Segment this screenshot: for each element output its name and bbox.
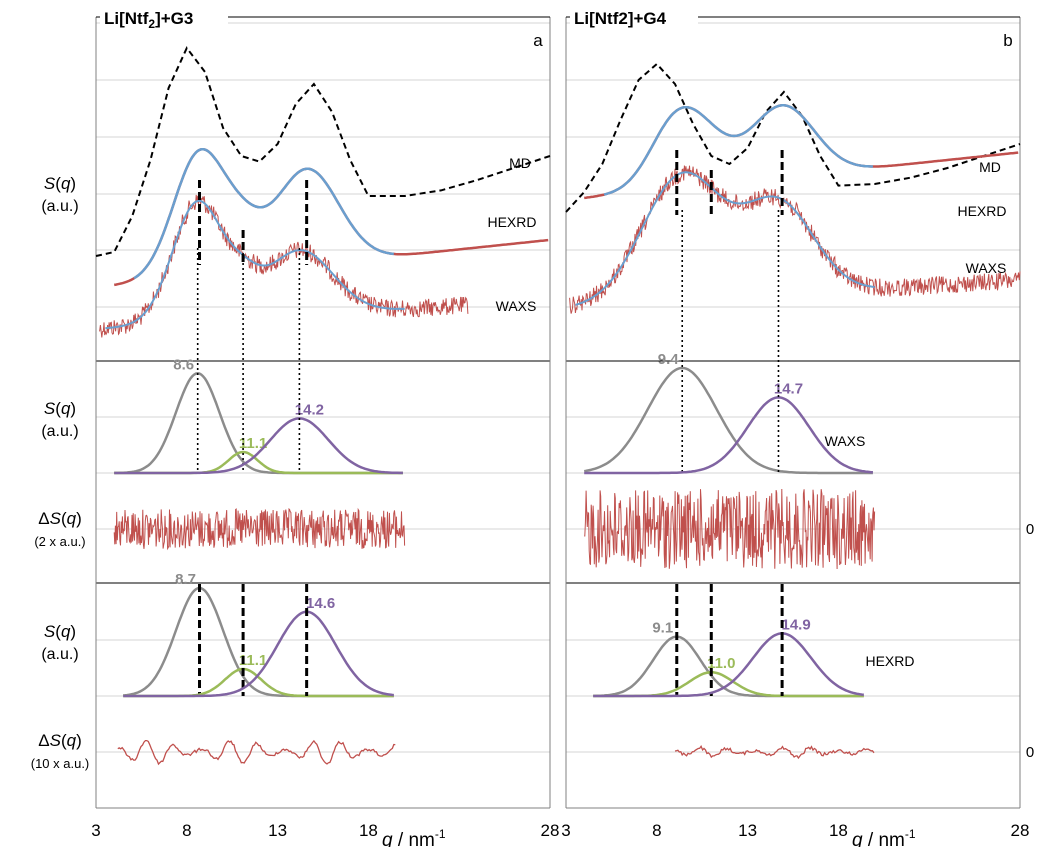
waxs-peak-label: 11.1 [239,435,267,452]
ylabel-scale: (a.u.) [41,198,78,215]
x-tick-label: 3 [561,821,570,840]
md-curve [95,46,551,257]
x-tick-label: 18 [359,821,378,840]
hexrd-peak-14.9 [593,632,864,698]
hexrd-residual [674,744,875,760]
waxs-curve [569,165,1021,314]
waxs-residual [113,507,406,551]
zero-label-waxs: 0 [1026,521,1034,538]
hexrd-peak-14.6 [123,610,394,698]
waxs-peak-9.4 [583,366,873,475]
series-label-hexrd: HEXRD [487,214,536,230]
ylabel-main: ΔS(q) [38,509,82,528]
panel-title: Li[Ntf2]+G4 [574,9,667,28]
series-label-hexrd-peaks: HEXRD [865,653,914,669]
ylabel-scale: (2 x a.u.) [34,534,85,549]
title-background [570,8,698,28]
panel-letter: b [1003,31,1012,50]
x-tick-label: 28 [541,821,560,840]
ylabel-main: S(q) [44,622,76,641]
x-axis-label: q / nm-1 [382,827,446,847]
series-label-md: MD [509,155,531,171]
hexrd-peak-label: 9.1 [652,620,673,637]
ylabel-scale: (10 x a.u.) [31,756,90,771]
sq-ylabel: S(q) (a.u.) [41,174,78,215]
delta-sq-ylabel: ΔS(q) (2 x a.u.) [34,509,85,549]
series-label-waxs-peaks: WAXS [825,433,866,449]
sq-ylabel: S(q) (a.u.) [41,399,78,440]
x-tick-label: 8 [652,821,661,840]
waxs-peak-label: 14.7 [774,380,803,397]
hexrd-peak-label: 14.9 [782,616,811,633]
waxs-fit-curve [575,171,875,306]
hexrd-peak-8.7 [123,586,394,698]
x-axis-label: q / nm-1 [852,827,916,847]
hexrd-curve [113,147,549,287]
x-tick-label: 28 [1011,821,1030,840]
hexrd-fit-curve [603,104,873,196]
waxs-peak-label: 9.4 [658,351,680,368]
ylabel-scale: (a.u.) [41,423,78,440]
sq-ylabel: S(q) (a.u.) [41,622,78,663]
x-tick-label: 18 [829,821,848,840]
series-label-waxs: WAXS [496,298,537,314]
waxs-fit-curve [105,199,405,330]
waxs-peak-label: 8.6 [173,356,194,373]
waxs-peak-14.2 [114,417,403,475]
x-tick-label: 3 [91,821,100,840]
x-tick-label: 8 [182,821,191,840]
ylabel-scale: (a.u.) [41,646,78,663]
waxs-residual [584,488,876,570]
panel-b: Li[Ntf2]+G4 b 3 8 13 18 28 q / nm-1 MD HEXRD WAXS 9… [561,8,1029,847]
delta-sq-ylabel: ΔS(q) (10 x a.u.) [31,731,90,771]
series-label-md: MD [979,159,1001,175]
hexrd-peak-label: 11.1 [239,652,267,669]
ylabel-main: S(q) [44,174,76,193]
title-background [100,8,228,28]
x-tick-label: 13 [738,821,757,840]
zero-label-hexrd: 0 [1026,744,1034,761]
waxs-peak-label: 14.2 [295,401,324,418]
panel-title: Li[Ntf2]+G3 [104,9,193,31]
series-label-hexrd: HEXRD [957,203,1006,219]
panel-a: Li[Ntf2]+G3 a 3 8 13 18 28 q / nm-1 MD HEXRD WAXS 8… [91,8,559,847]
hexrd-fit-curve [133,147,394,280]
series-label-waxs: WAXS [966,260,1007,276]
md-curve [565,62,1021,213]
hexrd-peak-label: 8.7 [175,571,196,588]
waxs-peak-8.6 [114,372,403,475]
waxs-peak-14.7 [584,396,873,475]
waxs-curve [99,194,469,338]
hexrd-peak-label: 14.6 [306,595,335,612]
ylabel-main: ΔS(q) [38,731,82,750]
x-tick-label: 13 [268,821,287,840]
hexrd-peak-label: 11.0 [707,655,735,672]
ylabel-main: S(q) [44,399,76,418]
panel-letter: a [533,31,543,50]
hexrd-residual [117,739,396,766]
